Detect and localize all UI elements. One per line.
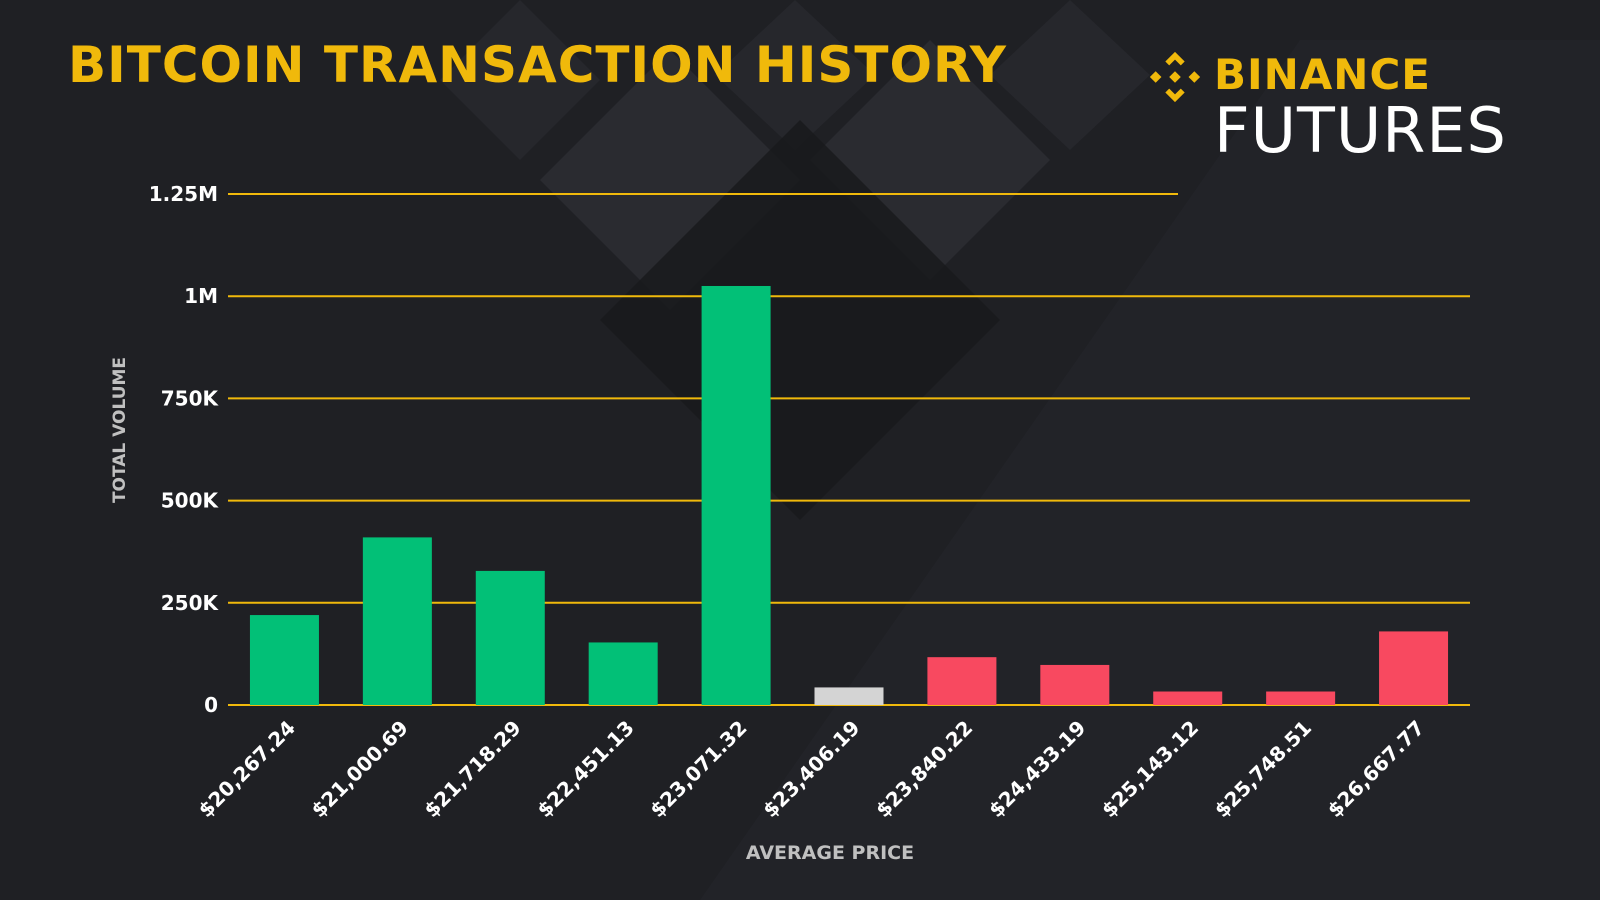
binance-diamond-icon [1149,51,1201,103]
x-tick-label: $23,071.32 [645,716,751,822]
x-tick-label: $23,406.19 [758,716,864,822]
x-tick-label: $20,267.24 [194,716,300,822]
bar-5 [701,285,771,705]
x-tick-label: $26,667.77 [1323,716,1429,822]
brand-subtitle: FUTURES [1214,94,1507,167]
bar-2 [362,537,432,705]
bar-11 [1379,631,1449,705]
bar-6 [814,687,884,705]
bar-8 [1040,664,1110,705]
bar-10 [1266,691,1336,705]
x-tick-label: $25,748.51 [1210,716,1316,822]
y-axis-ticks: 0 250K 500K 750K 1M 1.25M [149,182,220,717]
x-tick-label: $25,143.12 [1097,716,1203,822]
brand-name: BINANCE [1214,50,1431,99]
bar-4 [588,642,658,705]
y-tick-label: 250K [161,591,220,615]
x-axis-ticks: $20,267.24 $21,000.69 $21,718.29 $22,451.13… [194,716,1430,822]
page-title: BITCOIN TRANSACTION HISTORY [68,36,1007,94]
bars [249,285,1449,705]
y-tick-label: 1.25M [149,182,218,206]
bar-7 [927,657,997,705]
x-tick-label: $21,000.69 [306,716,412,822]
brand-logo: BINANCE FUTURES [1146,48,1546,167]
x-tick-label: $21,718.29 [419,716,525,822]
x-axis-label: AVERAGE PRICE [745,842,915,864]
x-tick-label: $23,840.22 [871,716,977,822]
bar-3 [475,570,545,705]
x-tick-label: $24,433.19 [984,716,1090,822]
bar-1 [249,615,319,705]
y-tick-label: 750K [161,386,220,410]
y-tick-label: 500K [161,489,220,513]
y-tick-label: 0 [204,693,218,717]
y-tick-label: 1M [184,284,218,308]
bar-9 [1153,691,1223,705]
x-tick-label: $22,451.13 [532,716,638,822]
